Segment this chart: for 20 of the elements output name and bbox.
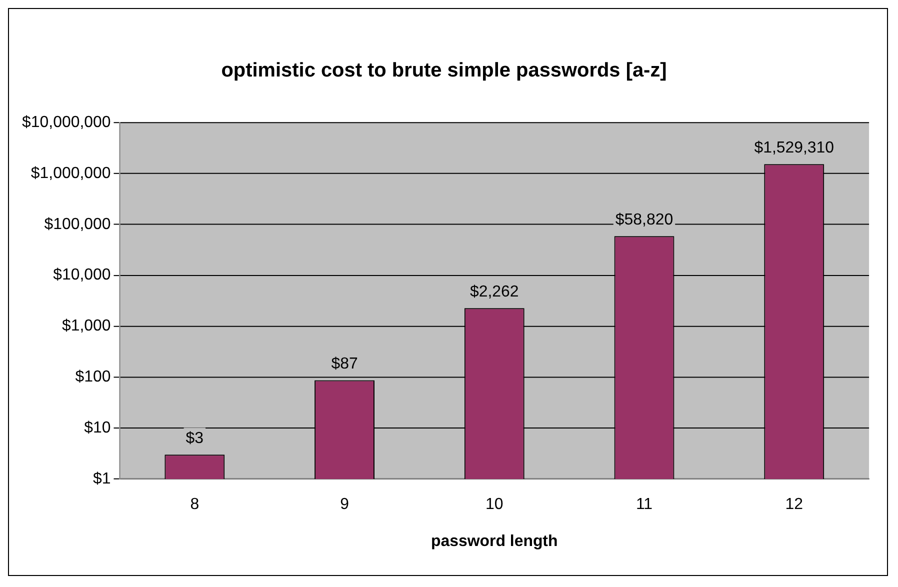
x-tick-label: 12 <box>785 496 804 513</box>
y-tick-label: $10,000,000 <box>22 114 111 131</box>
x-tick-label: 8 <box>190 496 200 513</box>
data-label: $58,820 <box>615 212 674 229</box>
data-label: $3 <box>186 430 204 448</box>
x-tick-label: 10 <box>486 496 504 513</box>
y-tick-label: $1,000 <box>62 318 111 335</box>
data-label: $87 <box>331 356 358 373</box>
data-label: $1,529,310 <box>754 140 834 157</box>
x-tick-label: 11 <box>636 496 653 513</box>
y-tick-label: $100 <box>75 368 111 386</box>
y-tick-label: $100,000 <box>44 216 111 233</box>
chart-title: optimistic cost to brute simple passwords [a-z] <box>221 59 667 82</box>
y-tick-label: $10 <box>84 419 111 436</box>
x-axis-title: password length <box>431 532 558 550</box>
y-tick-label: $1 <box>93 470 111 488</box>
data-label: $2,262 <box>470 284 519 301</box>
y-tick-label: $1,000,000 <box>30 164 111 182</box>
y-tick-label: $10,000 <box>53 266 111 284</box>
x-tick-label: 9 <box>340 496 350 513</box>
